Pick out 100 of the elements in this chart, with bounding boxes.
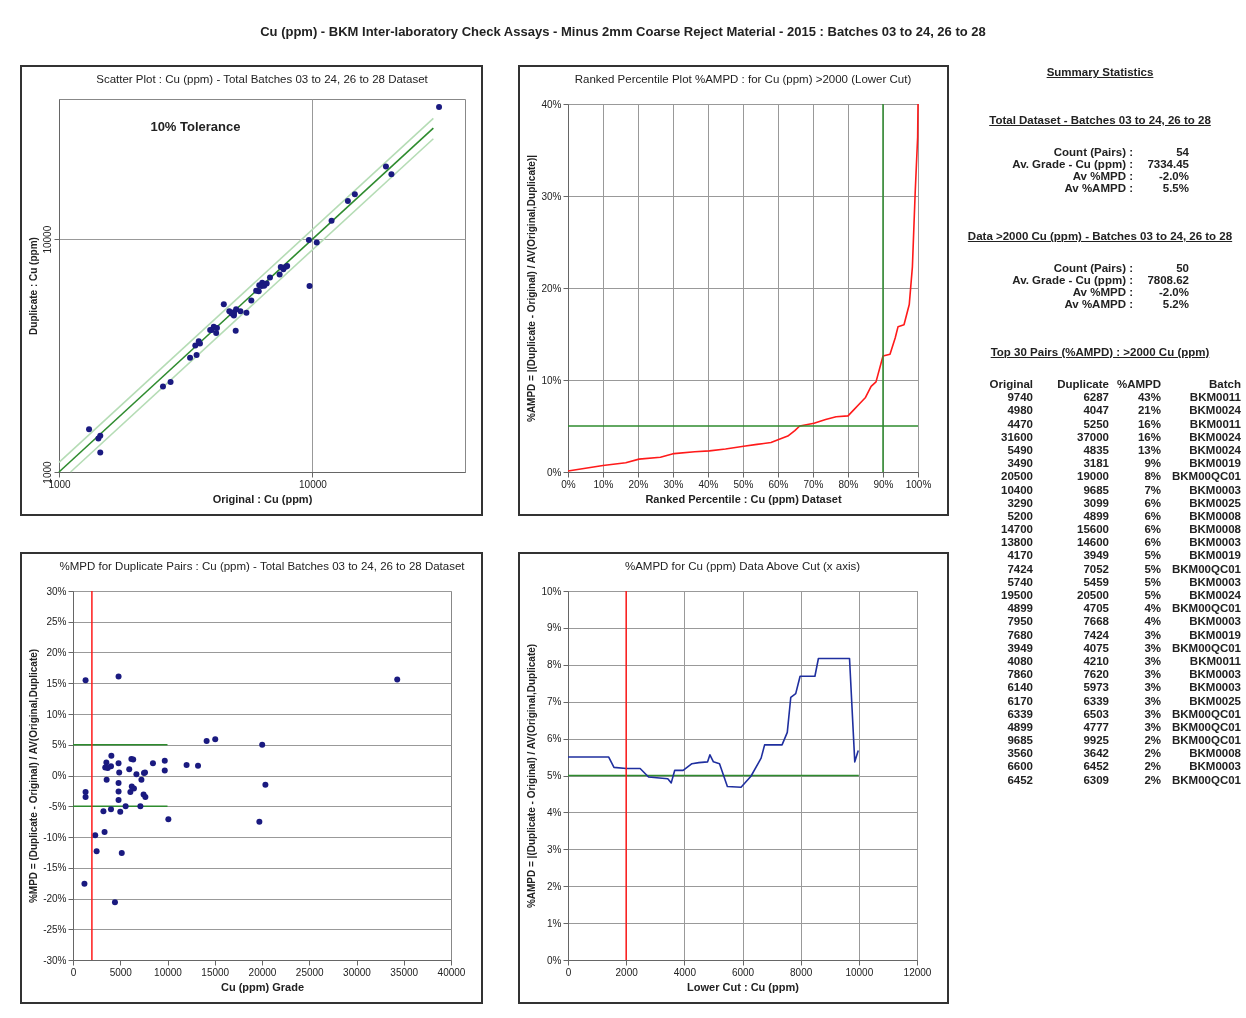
text: 9740 [1006,391,1033,404]
text: BKM0024 [1188,430,1241,443]
text: 4705 [1082,602,1109,615]
y-tick-label: 10% [46,708,67,720]
x-axis-title: Original : Cu (ppm) [212,492,313,505]
x-tick-label: 10000 [845,966,874,978]
text: 5740 [1006,575,1033,588]
text: 2% [1143,773,1161,786]
text: Duplicate [1056,378,1109,390]
y-tick-label: 5% [52,739,67,751]
text: Top 30 Pairs (%AMPD) : >2000 Cu (ppm) [989,346,1211,358]
text: 5% [1143,549,1161,562]
y-tick-label: 4% [547,806,562,818]
x-tick-label: 0 [565,966,572,978]
text: 6287 [1082,391,1109,404]
x-axis-title: Lower Cut : Cu (ppm) [687,980,800,993]
text: 3% [1143,654,1161,667]
text: 7620 [1082,668,1109,681]
text: 6452 [1082,760,1109,773]
text: Av. Grade - Cu (ppm) : [1011,158,1133,170]
x-tick-label: 20000 [248,966,277,978]
text: 8% [1143,470,1161,483]
text: BKM00QC01 [1170,470,1241,483]
text: 3% [1143,681,1161,694]
text: BKM0003 [1188,681,1241,694]
text: 9685 [1082,483,1109,496]
y-tick-label: 0% [52,770,67,781]
text: BKM0003 [1188,760,1241,773]
text: 21% [1136,404,1161,417]
chart-title: Scatter Plot : Cu (ppm) - Total Batches 03 to 24, 26 to 28 Dataset [96,72,429,85]
y-tick-label: -30% [43,954,67,966]
text: BKM00QC01 [1170,562,1241,575]
x-tick-label: 12000 [903,966,932,978]
y-tick-label: 1% [547,917,562,929]
text: 3% [1143,720,1161,733]
text: Count (Pairs) : [1052,146,1133,158]
text: BKM0003 [1188,615,1241,628]
text: BKM0025 [1188,496,1241,509]
text: 4777 [1082,720,1109,733]
text: BKM0003 [1188,483,1241,496]
text: Data >2000 Cu (ppm) - Batches 03 to 24, 26 to 28 [966,230,1234,242]
x-tick-label: 4000 [673,966,697,978]
text: 3% [1143,707,1161,720]
text: 5% [1143,562,1161,575]
text: BKM00QC01 [1170,602,1241,615]
text: Count (Pairs) : [1052,262,1133,274]
text: 3560 [1006,747,1033,760]
y-tick-label: 8% [547,659,562,671]
y-tick-label: 2% [547,880,562,892]
x-tick-label: 30% [663,478,684,490]
text: 3290 [1006,496,1033,509]
text: 4980 [1006,404,1033,417]
text: 6309 [1082,773,1109,786]
text: 19000 [1076,470,1109,483]
y-tick-label: 0% [547,466,562,478]
y-tick-label: 9% [547,622,562,634]
text: 6170 [1006,694,1033,707]
text: Av. Grade - Cu (ppm) : [1011,274,1133,286]
text: 7424 [1082,628,1109,641]
text: 3099 [1082,496,1109,509]
text: Summary Statistics [1045,66,1155,78]
text: 5459 [1082,575,1109,588]
text: 9925 [1082,734,1109,747]
annotation: 10% Tolerance [150,119,241,134]
text: BKM0011 [1188,417,1241,430]
text: 7334.45 [1146,158,1189,170]
text: 31600 [1000,430,1033,443]
text: 6% [1143,509,1161,522]
y-tick-label: 20% [541,282,562,294]
text: 7860 [1006,668,1033,681]
text: 6339 [1082,694,1109,707]
y-tick-label: 6% [547,733,562,745]
x-tick-label: 25000 [295,966,325,978]
x-tick-label: 6000 [731,966,755,978]
text: 7% [1143,483,1161,496]
text: 4170 [1006,549,1033,562]
text: BKM0019 [1188,549,1241,562]
text: 15600 [1076,523,1109,536]
text: 7052 [1082,562,1109,575]
text: 3% [1143,641,1161,654]
text: BKM0008 [1188,523,1241,536]
y-axis-title: %AMPD = |(Duplicate - Original) / AV(Original,Duplicate) [526,643,538,909]
text: 43% [1136,391,1161,404]
x-tick-label: 90% [873,478,894,490]
x-axis-title: Ranked Percentile : Cu (ppm) Dataset [645,492,842,505]
text: 5490 [1006,443,1033,456]
text: 14600 [1076,536,1109,549]
text: 6339 [1006,707,1033,720]
text: BKM0024 [1188,404,1241,417]
text: 5200 [1006,509,1033,522]
text: BKM00QC01 [1170,707,1241,720]
text: 5250 [1082,417,1109,430]
text: 7808.62 [1146,274,1189,286]
text: 3% [1143,694,1161,707]
text: 3949 [1006,641,1033,654]
x-tick-label: 50% [733,478,754,490]
text: 16% [1136,417,1161,430]
text: BKM00QC01 [1170,641,1241,654]
x-tick-label: 40000 [437,966,466,978]
text: 4% [1143,602,1161,615]
